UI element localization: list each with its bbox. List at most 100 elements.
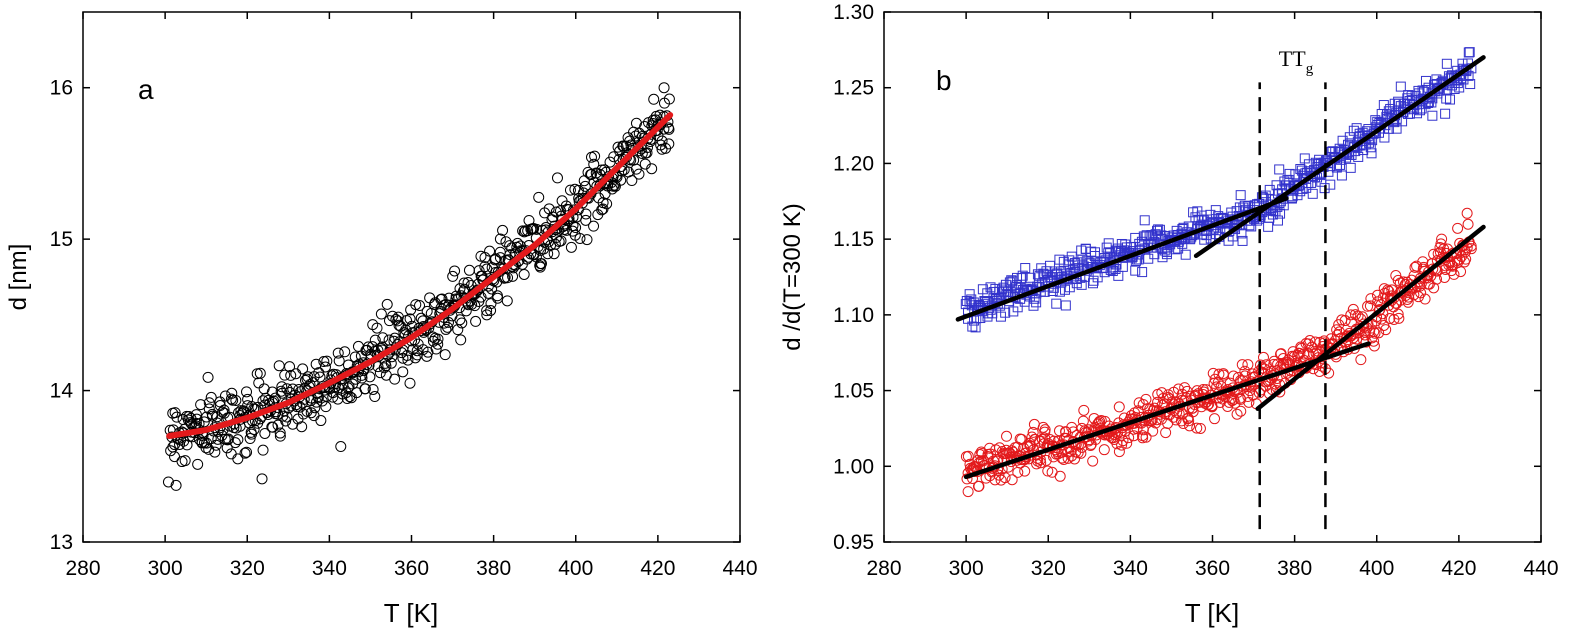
data-point [497, 224, 509, 236]
data-point [1358, 145, 1369, 156]
data-point [1345, 162, 1356, 173]
data-point [454, 283, 466, 295]
data-point [1235, 405, 1247, 417]
panel-a-axes: 280 300 320 340 360 380 400 420 440 13 14 15 16 [50, 12, 758, 580]
data-point [1364, 325, 1376, 337]
data-point [663, 123, 675, 135]
panel-b-tg-annotation: TTg [1279, 46, 1314, 77]
data-point [248, 423, 260, 435]
data-point [229, 437, 241, 449]
panel-b-fit-line-0 [955, 196, 1289, 322]
data-point [489, 254, 501, 266]
data-point [1462, 218, 1474, 230]
data-point [1042, 465, 1054, 477]
data-point [1098, 444, 1110, 456]
data-point [313, 367, 325, 379]
data-point [549, 238, 561, 250]
panel-a-xlabel: T [K] [384, 598, 438, 628]
data-point [639, 121, 651, 133]
data-point [1113, 401, 1125, 413]
data-point [297, 363, 309, 375]
data-point [1369, 327, 1381, 339]
panel-b-xtick-label: 300 [949, 557, 984, 580]
data-point [574, 232, 586, 244]
data-point [1234, 392, 1246, 404]
data-point [1137, 267, 1148, 278]
data-point [962, 450, 974, 462]
data-point [259, 427, 271, 439]
panel-b-xtick-label: 420 [1441, 557, 1476, 580]
data-point [470, 315, 482, 327]
data-point [335, 441, 347, 453]
data-point [1236, 359, 1248, 371]
data-point [402, 354, 414, 366]
data-point [232, 453, 244, 465]
data-point [1180, 249, 1191, 260]
data-point [404, 313, 416, 325]
data-point [565, 241, 577, 253]
data-point [1358, 318, 1370, 330]
data-point [436, 293, 448, 305]
data-point [241, 386, 253, 398]
data-point [1226, 395, 1238, 407]
data-point [1236, 228, 1247, 239]
data-point [1213, 368, 1225, 380]
panel-b-fit-line-2 [963, 341, 1371, 480]
panel-b-fit-line-3 [1255, 224, 1486, 411]
data-point [210, 439, 222, 451]
data-point [1191, 422, 1203, 434]
data-point [274, 430, 286, 442]
data-point [281, 383, 293, 395]
data-point [542, 248, 554, 260]
data-point [999, 472, 1011, 484]
data-point [1095, 415, 1107, 427]
data-point [218, 404, 230, 416]
panel-a-label: a [138, 74, 154, 105]
data-point [589, 150, 601, 162]
data-point [1039, 269, 1050, 280]
data-point [994, 442, 1006, 454]
data-point [392, 315, 404, 327]
data-point [232, 434, 244, 446]
data-point [980, 472, 992, 484]
data-point [1012, 302, 1023, 313]
data-point [1123, 432, 1135, 444]
data-point [414, 300, 426, 312]
data-point [397, 366, 409, 378]
data-point [1284, 168, 1295, 179]
data-point [1460, 253, 1472, 265]
data-point [1452, 222, 1464, 234]
data-point [203, 397, 215, 409]
data-point [630, 130, 642, 142]
data-point [588, 220, 600, 232]
tg-annotation-subscript: g [1306, 61, 1314, 77]
data-point [440, 323, 452, 335]
data-point [1076, 279, 1087, 290]
data-point [320, 401, 332, 413]
data-point [1366, 148, 1377, 159]
data-point [1373, 327, 1385, 339]
data-point [533, 191, 545, 203]
data-point [1339, 315, 1351, 327]
panel-a-series-0 [162, 82, 675, 491]
data-point [1028, 300, 1039, 311]
data-point [447, 270, 459, 282]
data-point [192, 458, 204, 470]
data-point [287, 383, 299, 395]
data-point [369, 334, 381, 346]
data-point [381, 298, 393, 310]
data-point [504, 240, 516, 252]
data-point [1054, 470, 1066, 482]
data-point [1039, 426, 1051, 438]
data-point [641, 147, 653, 159]
panel-a-xtick-label: 400 [558, 557, 593, 580]
data-point [375, 308, 387, 320]
data-point [1128, 430, 1140, 442]
data-point [1069, 453, 1081, 465]
data-point [1461, 207, 1473, 219]
data-point [1092, 272, 1103, 283]
data-point [1355, 354, 1367, 366]
data-point [1455, 266, 1467, 278]
data-point [1120, 239, 1131, 250]
data-point [658, 82, 670, 94]
